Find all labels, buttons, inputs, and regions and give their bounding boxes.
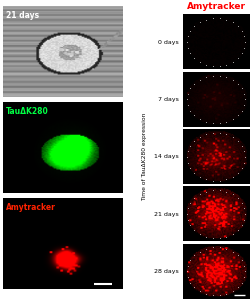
Text: 7 days: 7 days	[158, 97, 178, 102]
Text: Amytracker: Amytracker	[6, 202, 56, 211]
Text: 14 days: 14 days	[154, 154, 178, 159]
Text: 21 days: 21 days	[154, 212, 178, 217]
Text: Amytracker: Amytracker	[186, 2, 246, 11]
Text: 28 days: 28 days	[154, 269, 178, 274]
Text: 0 days: 0 days	[158, 40, 178, 45]
Text: TauΔK280: TauΔK280	[6, 106, 49, 116]
Text: 21 days: 21 days	[6, 11, 39, 20]
Text: Time of TauΔK280 expression: Time of TauΔK280 expression	[142, 112, 147, 201]
